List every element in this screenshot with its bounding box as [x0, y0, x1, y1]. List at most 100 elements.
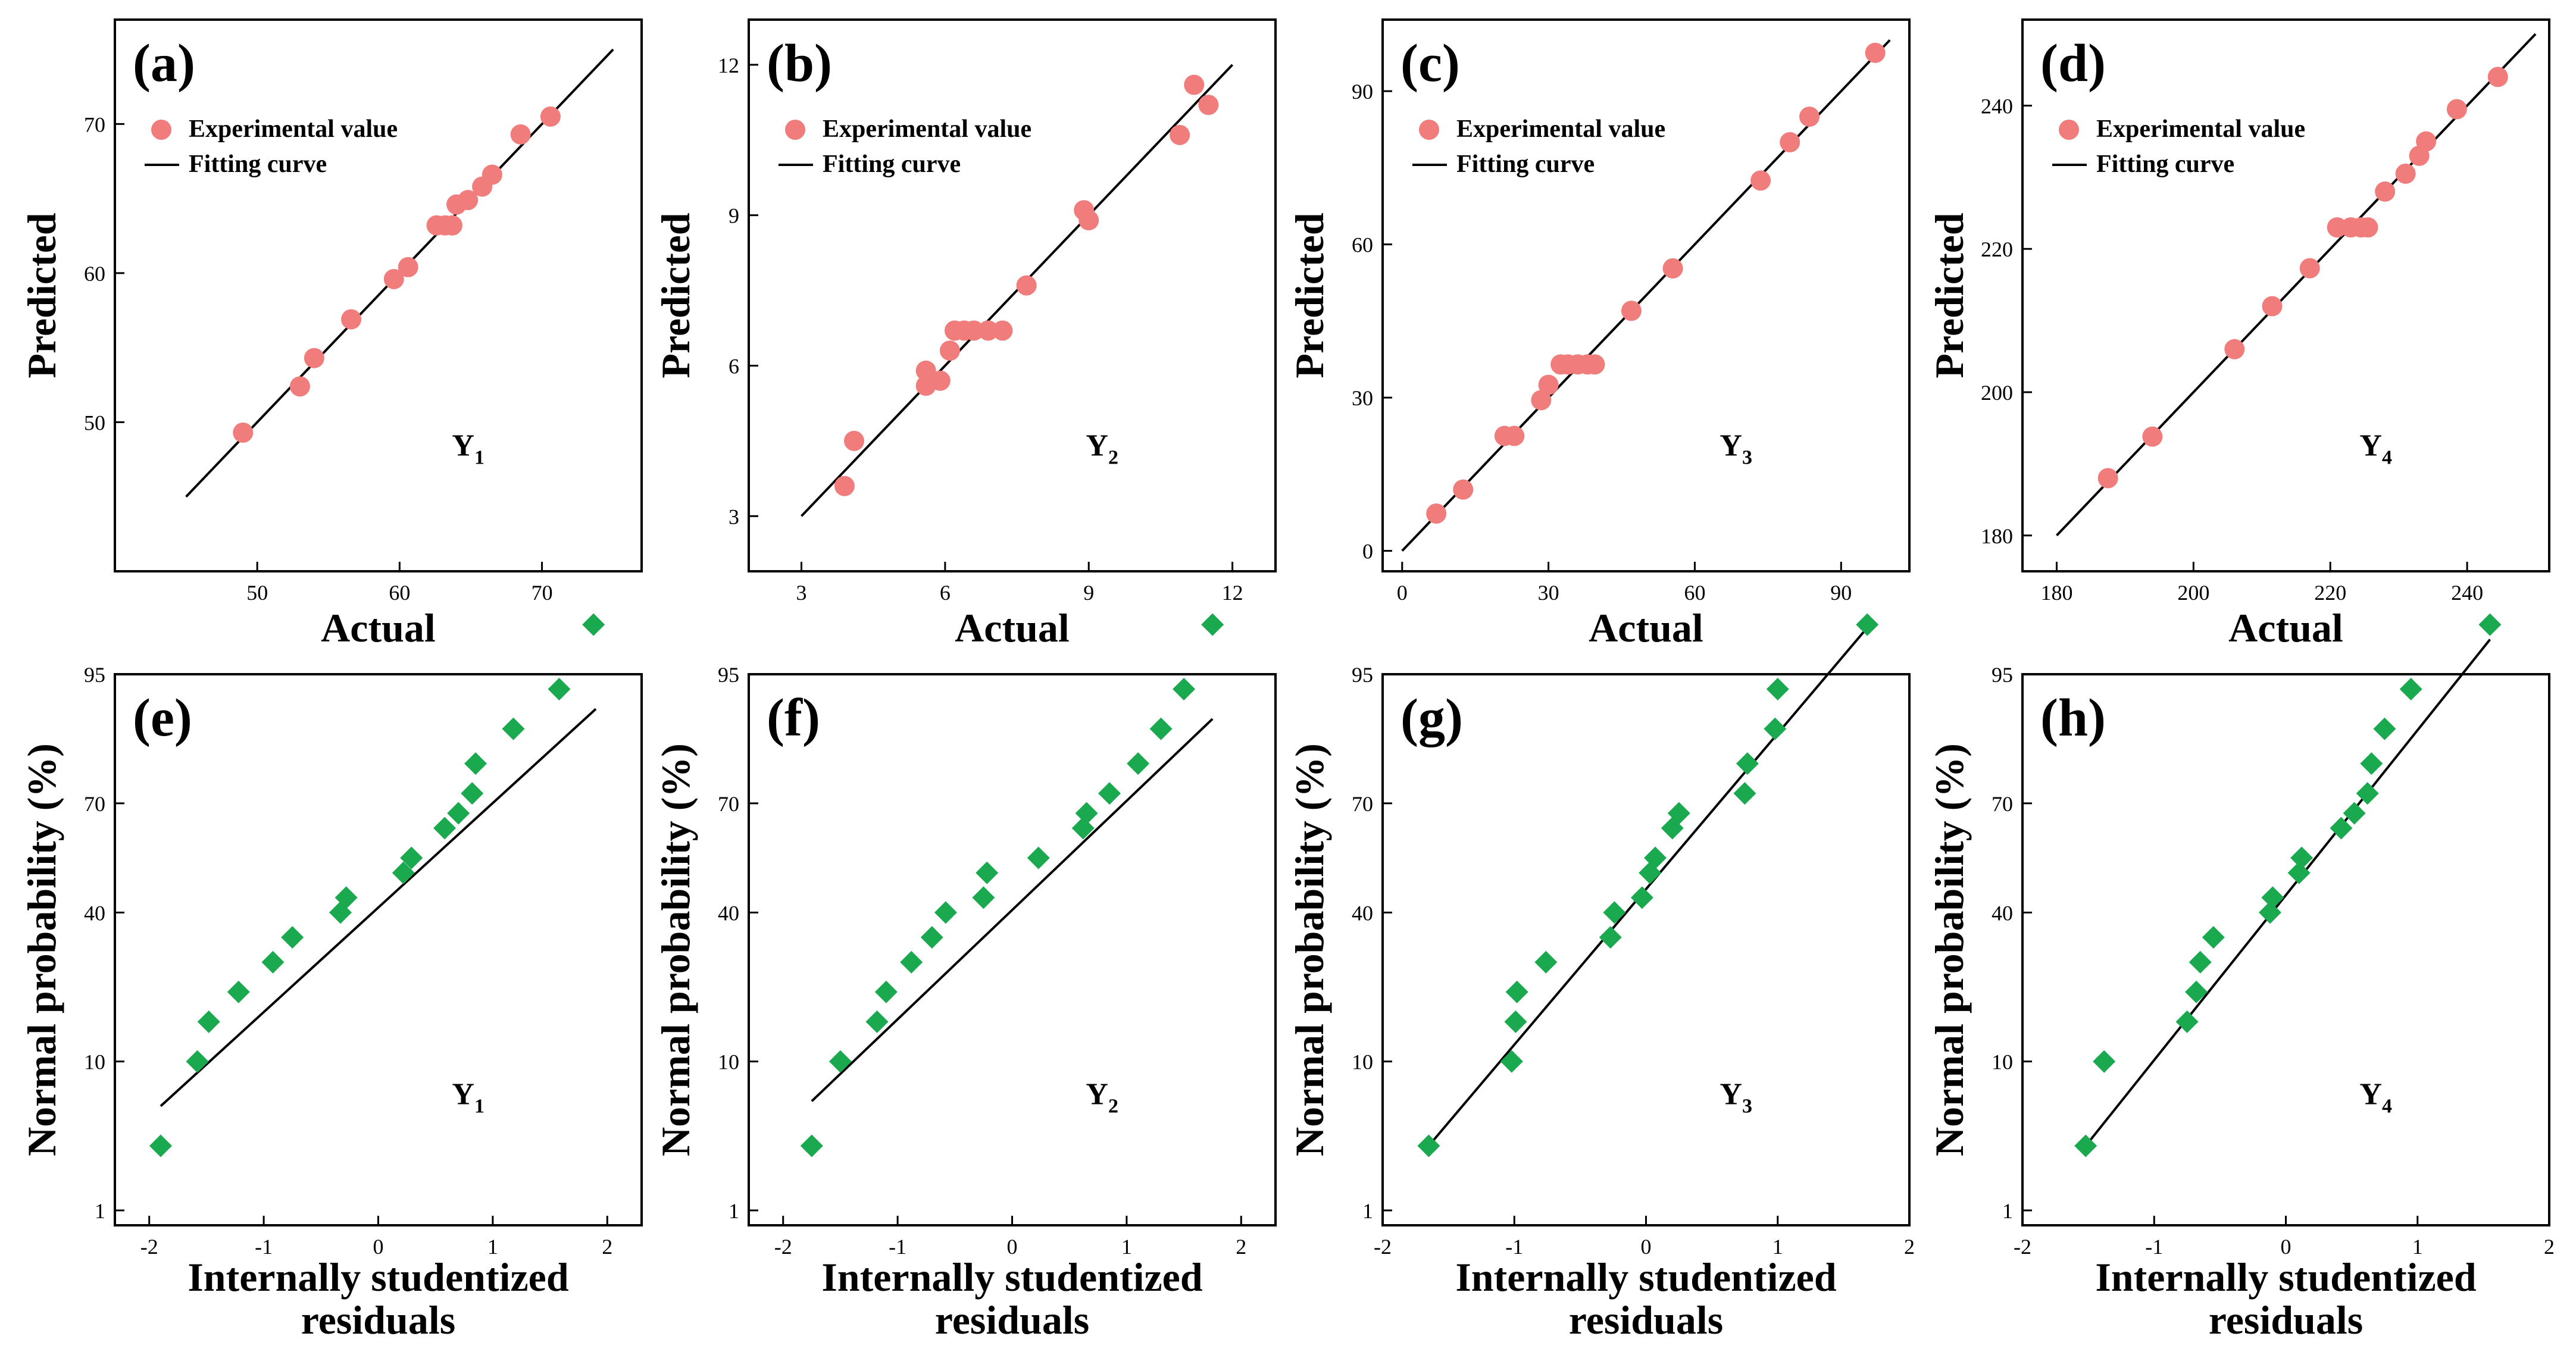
- x-axis-title-line2: residuals: [1569, 1297, 1723, 1343]
- x-tick-label: 50: [246, 581, 268, 605]
- y-axis-title: Normal probability (%): [19, 743, 64, 1156]
- data-point: [1766, 678, 1789, 701]
- response-variable-name: Y: [1720, 1077, 1742, 1111]
- x-tick-label: 90: [1830, 581, 1852, 605]
- x-tick-label: 9: [1083, 581, 1094, 605]
- fit-line: [2080, 639, 2491, 1152]
- data-point: [458, 190, 479, 211]
- data-point: [865, 1010, 889, 1033]
- data-point: [433, 816, 457, 840]
- data-point: [1750, 170, 1771, 191]
- legend-label-fit: Fitting curve: [2096, 151, 2234, 178]
- response-variable-name: Y: [1086, 1077, 1108, 1111]
- response-variable-label: Y4: [2359, 1077, 2392, 1117]
- data-point: [1184, 74, 1205, 95]
- legend-label-experimental: Experimental value: [1456, 115, 1665, 143]
- y-tick-label: 1: [1362, 1199, 1373, 1223]
- response-variable-name: Y: [452, 428, 474, 462]
- y-axis-title: Predicted: [653, 212, 698, 378]
- data-point: [834, 475, 855, 496]
- data-point: [1504, 1010, 1527, 1033]
- response-variable-name: Y: [1086, 428, 1108, 462]
- panel-g: -2 -1 0 1 2 1 10 40 70 95 (g) Y3 Internally studenti…: [1287, 613, 1915, 1343]
- data-point: [464, 752, 487, 775]
- data-point: [2290, 846, 2314, 869]
- response-variable-name: Y: [1720, 428, 1742, 462]
- data-point: [1780, 132, 1800, 152]
- response-variable-label: Y4: [2359, 428, 2392, 468]
- y-tick-label: 40: [1992, 901, 2013, 925]
- data-point: [2185, 980, 2208, 1003]
- data-point: [582, 613, 605, 636]
- x-axis-title-line2: residuals: [935, 1297, 1089, 1343]
- y-tick-label: 40: [1352, 901, 1373, 925]
- data-point: [1534, 950, 1558, 974]
- fit-line: [1427, 624, 1871, 1147]
- y-axis-title: Normal probability (%): [1927, 743, 1972, 1156]
- legend-label-experimental: Experimental value: [189, 115, 398, 143]
- plot-frame: [2021, 673, 2550, 1226]
- data-point: [2360, 752, 2383, 775]
- data-point: [2446, 99, 2467, 120]
- data-point: [1764, 717, 1787, 740]
- data-point: [1799, 107, 1820, 127]
- data-point: [1078, 210, 1099, 231]
- y-axis-title: Predicted: [19, 212, 64, 378]
- data-point: [1198, 95, 1219, 115]
- data-point: [915, 360, 936, 381]
- data-point: [978, 320, 999, 341]
- x-tick-label: 30: [1538, 581, 1559, 605]
- x-tick-label: 0: [1397, 581, 1408, 605]
- data-point: [1027, 846, 1050, 869]
- legend-label-fit: Fitting curve: [823, 151, 961, 178]
- y-tick-label: 40: [84, 901, 105, 925]
- y-tick-label: 90: [1352, 80, 1373, 104]
- data-point: [2395, 163, 2416, 184]
- plot-frame: [114, 673, 643, 1226]
- y-tick-label: 40: [718, 901, 739, 925]
- panel-label: (b): [767, 34, 832, 93]
- data-point: [1075, 802, 1098, 825]
- data-point: [2478, 613, 2502, 636]
- data-point: [461, 782, 484, 805]
- y-tick-label: 95: [718, 663, 739, 687]
- response-variable-name: Y: [2359, 1077, 2382, 1111]
- data-point: [1016, 275, 1037, 296]
- data-point: [1071, 816, 1095, 840]
- data-point: [2416, 131, 2437, 152]
- y-tick-label: 70: [84, 112, 105, 136]
- x-tick-label: 12: [1222, 581, 1243, 605]
- data-point: [1504, 425, 1525, 446]
- panel-label: (e): [133, 689, 192, 747]
- data-point: [1426, 503, 1447, 524]
- y-tick-label: 240: [1981, 94, 2013, 118]
- data-point: [930, 370, 951, 391]
- data-point: [2373, 717, 2396, 740]
- legend-marker: [1419, 120, 1439, 140]
- x-tick-label: 2: [602, 1235, 612, 1259]
- legend-marker: [2059, 120, 2079, 140]
- y-tick-label: 95: [1992, 663, 2013, 687]
- fit-line: [811, 718, 1214, 1102]
- data-point: [2258, 901, 2281, 924]
- data-point: [1667, 802, 1690, 825]
- response-variable-label: Y2: [1086, 428, 1118, 468]
- data-point: [2262, 296, 2283, 317]
- data-point: [2189, 950, 2212, 974]
- x-tick-label: 1: [1772, 1235, 1783, 1259]
- data-point: [1856, 613, 1879, 636]
- data-point: [1098, 782, 1121, 805]
- x-tick-label: -2: [774, 1235, 792, 1259]
- data-point: [447, 802, 470, 825]
- y-tick-label: 70: [718, 792, 739, 816]
- panel-c: 0 30 60 90 0 30 60 90 (c) Y3 Experimental value Fit…: [1287, 18, 1911, 650]
- x-tick-label: -2: [1374, 1235, 1392, 1259]
- x-axis-title-line2: residuals: [301, 1297, 455, 1343]
- data-point: [233, 422, 254, 443]
- data-point: [149, 1134, 172, 1157]
- plot-frame: [748, 18, 1277, 572]
- y-tick-label: 70: [84, 792, 105, 816]
- x-axis-title: Actual: [321, 605, 436, 650]
- data-point: [1630, 886, 1653, 909]
